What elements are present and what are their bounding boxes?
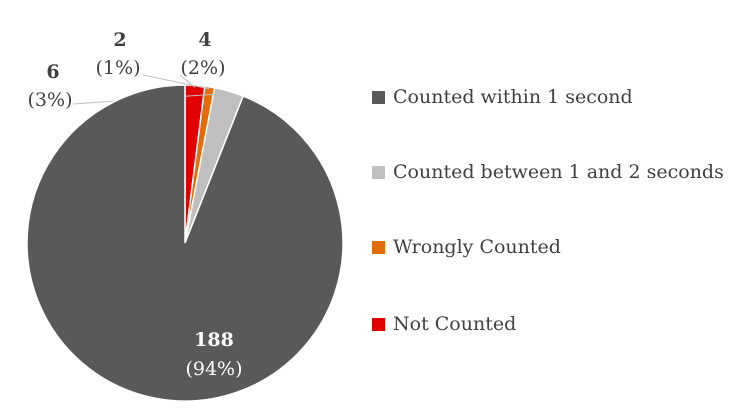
data-label-percent: (3%) [28,89,73,111]
data-label-value: 6 [46,61,59,83]
legend-swatch [372,317,385,331]
legend-label: Counted within 1 second [393,86,633,108]
legend-item-counted-within-1-second: Counted within 1 second [372,85,633,109]
pie-chart: 4 (2%) 2 (1%) 6 (3%) 188 (94%) [26,29,344,402]
legend-label: Counted between 1 and 2 seconds [393,161,724,183]
pie-slice-counted-within-1-second [26,84,344,402]
legend-item-wrongly-counted: Wrongly Counted [372,235,561,259]
legend-label: Wrongly Counted [393,236,561,258]
legend-swatch [372,165,385,179]
data-label-percent: (94%) [185,358,242,380]
data-label-value: 4 [198,29,211,51]
leader-line [142,74,210,90]
chart-legend: Counted within 1 second Counted between … [372,0,733,413]
data-label-percent: (2%) [181,57,226,79]
legend-swatch [372,90,385,104]
data-label-percent: (1%) [96,57,141,79]
data-label-value: 2 [113,29,126,51]
legend-item-counted-between-1-and-2-seconds: Counted between 1 and 2 seconds [372,160,724,184]
data-label-value: 188 [194,329,234,351]
legend-item-not-counted: Not Counted [372,312,516,336]
legend-label: Not Counted [393,313,517,335]
legend-swatch [372,240,385,254]
